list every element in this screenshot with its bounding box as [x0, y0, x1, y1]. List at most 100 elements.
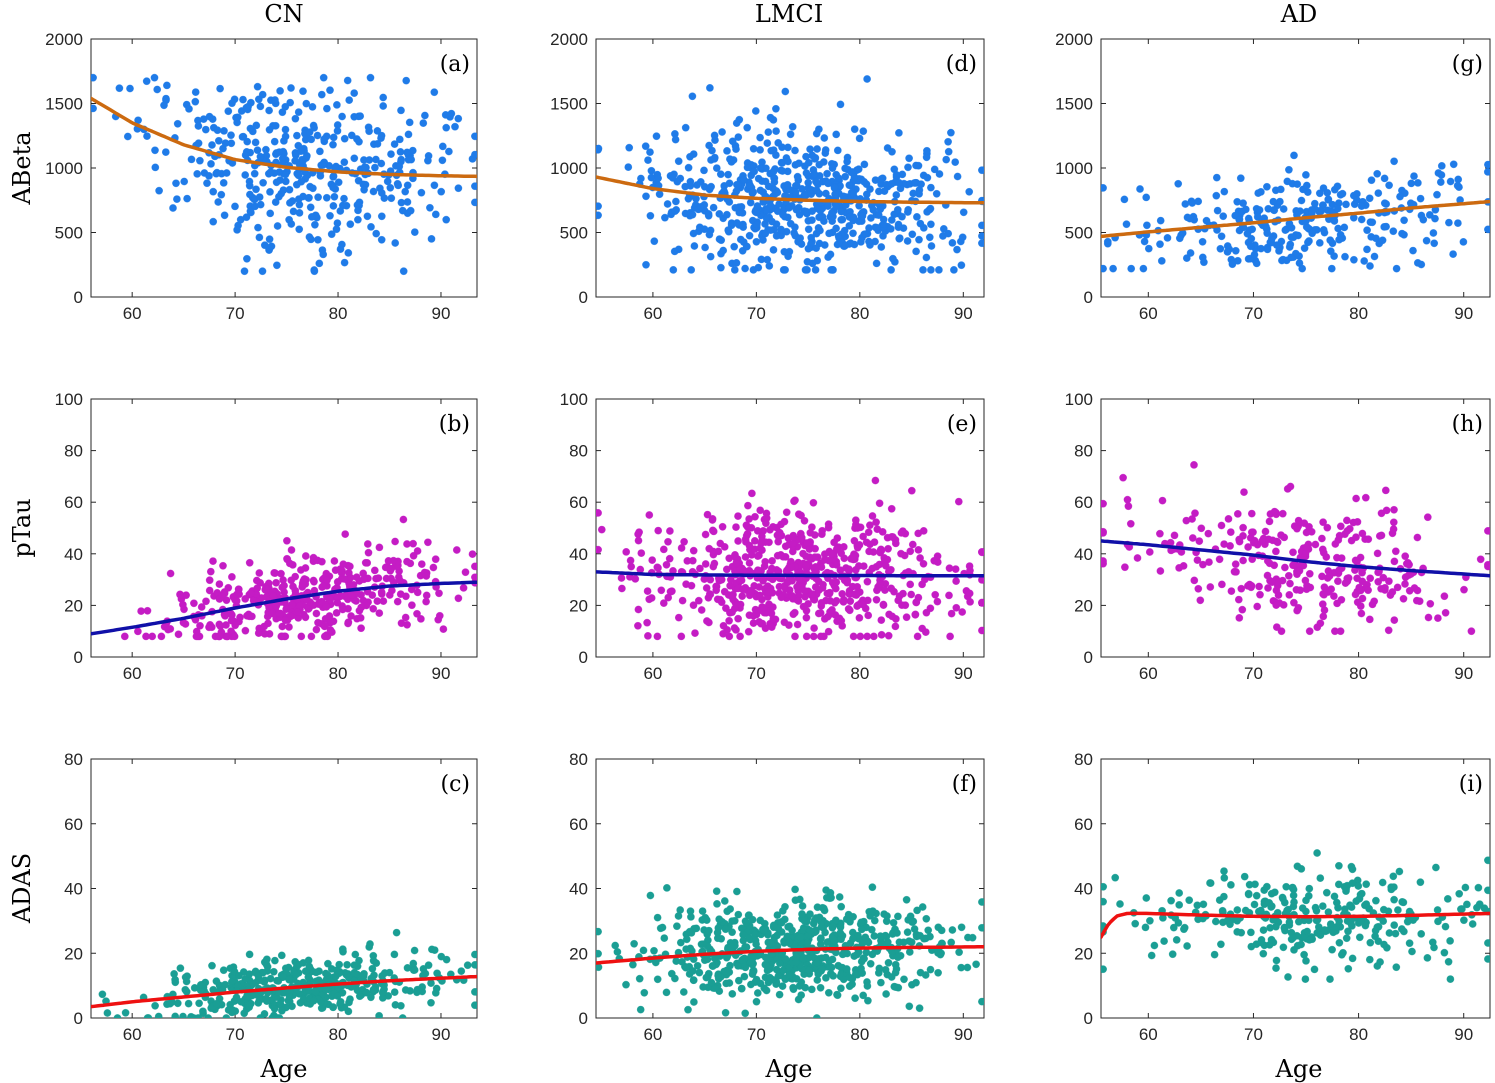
data-point	[1297, 940, 1305, 949]
data-point	[215, 595, 224, 603]
data-point	[794, 203, 803, 212]
x-tick-label: 90	[432, 1025, 451, 1044]
data-point	[253, 82, 262, 91]
data-point	[302, 99, 311, 108]
data-point	[1446, 177, 1455, 186]
data-point	[618, 584, 626, 593]
data-point	[884, 958, 893, 967]
data-point	[1366, 938, 1375, 947]
data-point	[634, 530, 642, 539]
data-point	[802, 552, 810, 561]
data-point	[1399, 594, 1408, 603]
data-point	[1206, 583, 1215, 591]
data-point	[732, 145, 740, 153]
data-point	[1263, 182, 1271, 191]
data-point	[1484, 886, 1490, 895]
data-point	[701, 243, 709, 252]
data-point	[157, 632, 166, 641]
data-point	[918, 903, 927, 911]
data-point	[1330, 252, 1338, 260]
data-point	[870, 916, 879, 925]
data-point	[1122, 220, 1131, 229]
data-point	[422, 572, 431, 580]
data-point	[715, 235, 724, 243]
data-point	[1430, 239, 1439, 248]
data-point	[1365, 615, 1374, 624]
data-point	[1252, 259, 1261, 268]
x-tick-label: 70	[226, 304, 245, 323]
x-tick-label: 60	[643, 304, 662, 323]
data-point	[1246, 242, 1255, 251]
data-point	[849, 632, 858, 641]
x-tick-label: 80	[850, 304, 869, 323]
data-point	[922, 253, 931, 262]
data-point	[725, 616, 733, 625]
data-point	[718, 128, 726, 136]
data-point	[743, 529, 752, 538]
data-point	[186, 1014, 195, 1018]
data-point	[250, 169, 259, 178]
data-point	[1392, 264, 1401, 273]
data-point	[246, 207, 255, 216]
data-point	[841, 241, 850, 250]
data-point	[876, 546, 885, 555]
data-point	[814, 223, 823, 232]
data-point	[874, 969, 883, 977]
data-point	[942, 155, 951, 164]
data-point	[702, 584, 711, 592]
data-point	[1270, 507, 1279, 516]
data-point	[327, 230, 336, 239]
data-point	[708, 962, 717, 970]
data-point	[822, 974, 830, 982]
data-point	[176, 591, 185, 599]
data-point	[816, 983, 825, 992]
data-point	[262, 955, 271, 964]
data-point	[255, 233, 264, 242]
data-point	[905, 948, 914, 956]
data-point	[978, 239, 984, 248]
data-point	[1335, 938, 1344, 947]
data-point	[1342, 887, 1350, 895]
data-point	[1101, 897, 1107, 906]
data-point	[1145, 548, 1154, 556]
data-point	[1319, 518, 1327, 527]
data-point	[1335, 917, 1343, 926]
data-point	[1330, 217, 1339, 225]
data-point	[957, 261, 966, 270]
data-point	[340, 134, 349, 143]
data-point	[875, 187, 883, 196]
data-point	[865, 547, 873, 556]
data-point	[760, 926, 768, 935]
data-point	[420, 111, 429, 120]
y-tick-label: 40	[64, 880, 83, 899]
data-point	[916, 931, 924, 940]
data-point	[162, 81, 171, 90]
data-point	[1304, 238, 1312, 247]
data-point	[1254, 189, 1263, 197]
data-point	[216, 84, 224, 93]
data-point	[756, 506, 765, 515]
data-point	[1269, 197, 1278, 206]
data-point	[1368, 218, 1377, 227]
data-point	[245, 1003, 254, 1011]
data-point	[1373, 962, 1382, 970]
data-point	[1121, 563, 1129, 572]
data-point	[434, 615, 443, 624]
data-point	[800, 516, 809, 525]
data-point	[700, 166, 708, 175]
data-point	[350, 154, 359, 163]
data-point	[1169, 923, 1178, 932]
fit-line-b	[91, 580, 477, 636]
data-point	[1392, 963, 1401, 972]
data-point	[1308, 229, 1317, 238]
data-point	[1362, 900, 1371, 908]
data-point	[1416, 194, 1425, 203]
data-point	[205, 576, 214, 585]
data-point	[687, 265, 696, 274]
data-point	[788, 592, 796, 600]
scatter-series-a	[91, 73, 477, 276]
data-point	[848, 980, 856, 989]
data-point	[902, 895, 911, 904]
y-tick-label: 20	[1074, 596, 1093, 615]
